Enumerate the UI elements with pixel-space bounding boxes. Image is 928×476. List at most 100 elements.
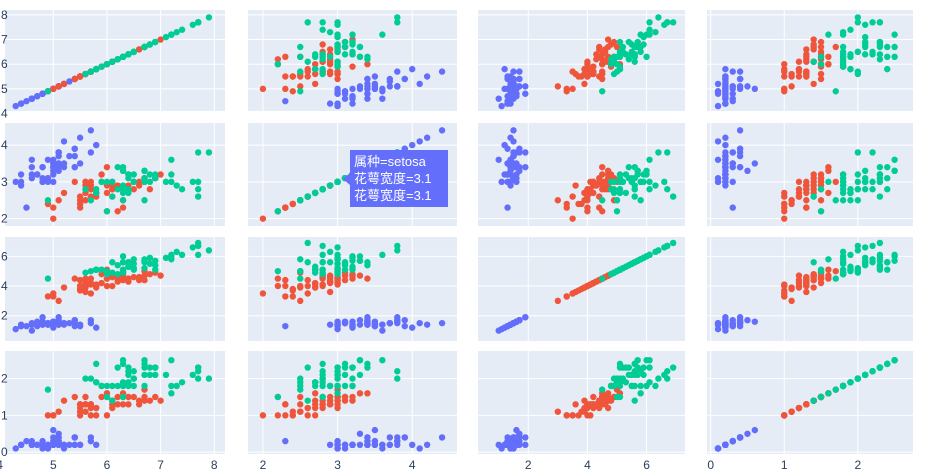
data-point-setosa — [28, 156, 36, 163]
data-point-versicolor — [297, 401, 304, 408]
data-point-virginica — [810, 58, 817, 65]
data-point-virginica — [669, 193, 677, 200]
data-point-setosa — [510, 68, 517, 75]
data-point-virginica — [98, 178, 105, 186]
data-point-virginica — [869, 178, 876, 186]
data-point-setosa — [371, 322, 379, 330]
x-tick-label: 7 — [157, 458, 164, 472]
data-point-versicolor — [326, 46, 334, 53]
data-point-setosa — [507, 441, 514, 449]
hover-species: 属种=setosa — [354, 154, 426, 169]
data-point-virginica — [341, 382, 349, 390]
data-point-setosa — [394, 434, 401, 441]
data-point-virginica — [869, 51, 876, 58]
data-point-virginica — [319, 26, 326, 33]
data-point-versicolor — [788, 73, 795, 80]
data-point-virginica — [194, 242, 202, 250]
data-point-setosa — [744, 167, 751, 175]
data-point-setosa — [282, 322, 289, 330]
data-point-versicolor — [274, 282, 282, 290]
data-point-virginica — [274, 208, 282, 215]
data-point-virginica — [839, 31, 847, 38]
data-point-setosa — [39, 314, 46, 321]
data-point-setosa — [729, 97, 736, 105]
data-point-virginica — [884, 266, 891, 273]
data-point-virginica — [891, 251, 898, 259]
data-point-versicolor — [304, 282, 311, 290]
data-point-virginica — [634, 167, 641, 175]
plot-area — [5, 123, 225, 226]
data-point-versicolor — [349, 270, 356, 278]
data-point-virginica — [664, 149, 671, 156]
data-point-virginica — [319, 251, 326, 259]
data-point-virginica — [304, 58, 311, 65]
data-point-virginica — [891, 156, 898, 163]
data-point-virginica — [130, 178, 137, 186]
data-point-versicolor — [87, 290, 95, 297]
data-point-virginica — [646, 19, 653, 26]
data-point-virginica — [349, 51, 356, 58]
data-point-virginica — [643, 31, 650, 38]
data-point-setosa — [736, 434, 744, 441]
data-point-virginica — [114, 163, 121, 171]
data-point-setosa — [729, 68, 736, 75]
data-point-setosa — [379, 327, 386, 334]
data-point-setosa — [510, 78, 517, 85]
data-point-setosa — [401, 434, 408, 441]
data-point-virginica — [125, 368, 132, 375]
data-point-setosa — [33, 318, 41, 325]
data-point-virginica — [655, 375, 662, 382]
data-point-virginica — [854, 265, 862, 272]
data-point-virginica — [109, 397, 116, 404]
data-point-versicolor — [82, 178, 89, 186]
data-point-virginica — [891, 43, 898, 51]
data-point-virginica — [103, 60, 111, 68]
data-point-setosa — [504, 73, 511, 80]
data-point-versicolor — [810, 284, 817, 291]
data-point-versicolor — [50, 293, 57, 300]
data-point-versicolor — [587, 68, 594, 75]
data-point-versicolor — [803, 204, 810, 211]
data-point-virginica — [631, 174, 638, 182]
data-point-versicolor — [349, 275, 356, 282]
data-point-versicolor — [334, 75, 341, 83]
data-point-versicolor — [82, 288, 89, 296]
data-point-setosa — [39, 178, 46, 186]
data-point-versicolor — [311, 284, 319, 291]
data-point-virginica — [394, 14, 401, 21]
data-point-setosa — [416, 445, 423, 452]
data-point-versicolor — [44, 293, 52, 300]
data-point-setosa — [507, 85, 514, 93]
data-point-versicolor — [596, 73, 603, 80]
data-point-virginica — [349, 263, 356, 270]
data-point-virginica — [103, 178, 111, 186]
data-point-virginica — [356, 43, 364, 51]
data-point-virginica — [82, 269, 89, 276]
data-point-virginica — [655, 149, 662, 156]
data-point-versicolor — [604, 36, 612, 43]
data-point-virginica — [326, 28, 334, 36]
data-point-virginica — [839, 178, 847, 186]
data-point-virginica — [297, 275, 304, 282]
data-point-versicolor — [304, 290, 311, 297]
data-point-setosa — [504, 204, 511, 211]
data-point-virginica — [631, 186, 638, 193]
data-point-setosa — [356, 441, 364, 449]
data-point-versicolor — [803, 68, 810, 75]
data-point-versicolor — [563, 85, 570, 93]
data-point-versicolor — [554, 297, 562, 305]
data-point-versicolor — [781, 85, 788, 93]
data-point-virginica — [146, 364, 154, 371]
data-point-virginica — [634, 356, 641, 364]
data-point-versicolor — [810, 41, 817, 48]
data-point-versicolor — [788, 297, 795, 305]
data-point-virginica — [349, 382, 356, 390]
data-point-versicolor — [141, 393, 148, 401]
data-point-virginica — [637, 197, 644, 204]
data-point-setosa — [736, 163, 744, 171]
data-point-virginica — [103, 393, 111, 401]
data-point-virginica — [810, 259, 817, 266]
data-point-versicolor — [803, 288, 810, 296]
data-point-virginica — [664, 242, 671, 250]
data-point-virginica — [810, 397, 817, 404]
